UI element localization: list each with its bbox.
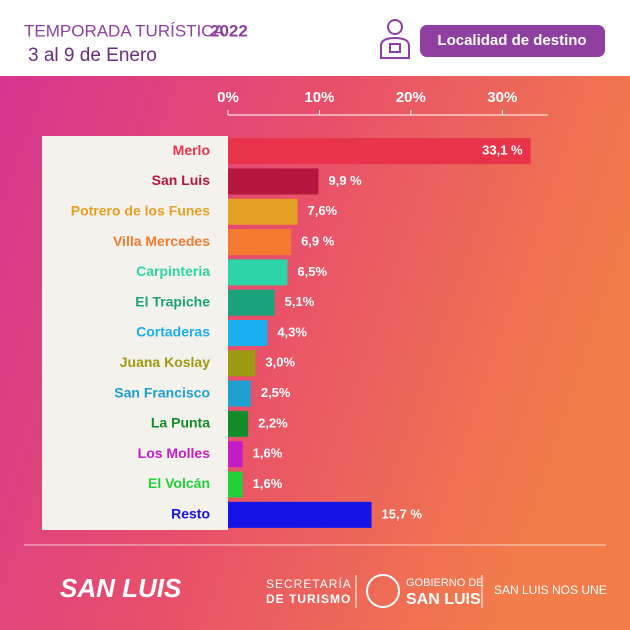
value-label: 5,1% xyxy=(285,294,315,309)
category-label: Potrero de los Funes xyxy=(71,202,210,218)
label-panel xyxy=(42,136,228,530)
value-label: 1,6% xyxy=(253,476,283,491)
value-label: 33,1 % xyxy=(482,143,523,158)
bar xyxy=(228,350,256,377)
gobierno-line-1: GOBIERNO DE xyxy=(406,577,484,589)
bar xyxy=(228,471,243,498)
category-label: Merlo xyxy=(173,142,210,158)
category-label: Juana Koslay xyxy=(120,354,210,370)
bar xyxy=(228,138,531,165)
category-label: San Luis xyxy=(152,172,211,188)
title: TEMPORADA TURÍSTICA xyxy=(24,21,226,40)
bar xyxy=(228,229,292,256)
value-label: 2,5% xyxy=(261,385,291,400)
secretaria-line-2: DE TURISMO xyxy=(266,592,351,606)
secretaria-line-1: SECRETARÍA xyxy=(266,576,352,591)
value-label: 4,3% xyxy=(277,324,307,339)
x-tick-label: 20% xyxy=(396,89,426,106)
category-label: Carpinteria xyxy=(136,263,210,279)
gobierno-line-2: SAN LUIS xyxy=(406,591,481,608)
category-label: Cortaderas xyxy=(136,324,210,340)
value-label: 15,7 % xyxy=(382,506,423,521)
x-tick-label: 0% xyxy=(217,89,239,106)
category-label: La Punta xyxy=(151,415,210,431)
subtitle: 3 al 9 de Enero xyxy=(28,45,157,66)
category-label: Los Molles xyxy=(138,445,211,461)
value-label: 3,0% xyxy=(265,355,295,370)
coat-of-arms xyxy=(366,574,400,608)
value-label: 6,5% xyxy=(297,264,327,279)
button-label[interactable]: Localidad de destino xyxy=(437,32,586,49)
tourist-icon xyxy=(380,19,410,59)
category-label: El Volcán xyxy=(148,475,210,491)
x-tick-label: 10% xyxy=(304,89,334,106)
value-label: 1,6% xyxy=(253,446,283,461)
value-label: 6,9 % xyxy=(301,234,335,249)
category-label: Villa Mercedes xyxy=(113,233,210,249)
bar xyxy=(228,198,298,225)
brand-logo: SAN LUIS xyxy=(60,573,182,603)
category-label: San Francisco xyxy=(114,384,210,400)
category-label: El Trapiche xyxy=(135,293,210,309)
value-label: 7,6% xyxy=(307,203,337,218)
bar xyxy=(228,380,251,407)
bar xyxy=(228,410,249,437)
button[interactable] xyxy=(420,25,605,57)
category-label: Resto xyxy=(171,506,210,522)
value-label: 2,2% xyxy=(258,415,288,430)
x-tick-label: 30% xyxy=(487,89,517,106)
slogan: SAN LUIS NOS UNE xyxy=(494,583,607,597)
bar xyxy=(228,501,372,528)
bar xyxy=(228,168,319,195)
value-label: 9,9 % xyxy=(329,173,363,188)
bar xyxy=(228,441,243,468)
title-year: 2022 xyxy=(210,21,248,40)
bar xyxy=(228,320,268,346)
bar xyxy=(228,289,275,316)
bar xyxy=(228,259,288,286)
